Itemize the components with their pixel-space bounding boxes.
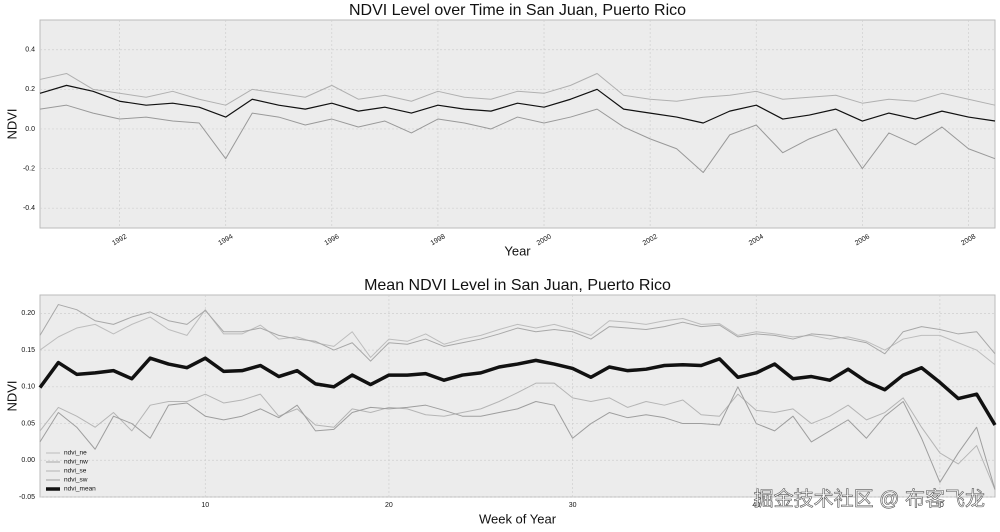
plot-area: [39, 294, 996, 498]
y-tick-label: 0.0: [25, 126, 35, 133]
y-tick-label: 0.05: [21, 420, 35, 427]
legend-label: ndvi_nw: [64, 459, 88, 466]
x-axis-label: Year: [504, 243, 531, 258]
series-line: [39, 72, 996, 106]
series-line: [39, 386, 996, 490]
y-tick-label: 0.10: [21, 384, 35, 391]
x-tick-label: 1996: [323, 233, 340, 247]
series-line: [39, 382, 996, 490]
y-tick-label: 0.15: [21, 347, 35, 354]
watermark: 掘金技术社区 @ 布客飞龙: [754, 487, 985, 510]
y-tick-label: -0.2: [23, 165, 35, 172]
y-axis-label: NDVI: [4, 108, 19, 139]
y-tick-label: 0.00: [21, 457, 35, 464]
x-tick-label: 20: [385, 502, 393, 509]
y-axis-label: NDVI: [4, 380, 19, 411]
y-tick-label: -0.4: [23, 205, 35, 212]
x-tick-label: 2002: [642, 233, 659, 247]
x-tick-label: 2008: [960, 233, 977, 247]
x-tick-label: 30: [569, 502, 577, 509]
y-tick-label: -0.05: [19, 494, 35, 501]
x-tick-label: 2004: [748, 233, 765, 247]
series-line: [39, 104, 996, 174]
chart-title: Mean NDVI Level in San Juan, Puerto Rico: [364, 277, 671, 294]
series-line: [39, 304, 996, 362]
series-line: [38, 356, 997, 426]
x-tick-label: 1992: [111, 233, 128, 247]
x-tick-label: 2000: [536, 233, 553, 247]
series-line: [39, 309, 996, 366]
x-tick-label: 1994: [217, 233, 234, 247]
x-tick-label: 40: [752, 502, 760, 509]
legend-label: ndvi_ne: [64, 450, 87, 457]
legend-label: ndvi_sw: [64, 477, 88, 484]
y-tick-label: 0.20: [21, 310, 35, 317]
x-tick-label: 1998: [430, 233, 447, 247]
legend-label: ndvi_se: [64, 468, 87, 475]
x-tick-label: 2006: [854, 233, 871, 247]
chart-title: NDVI Level over Time in San Juan, Puerto…: [349, 2, 686, 19]
series-line: [39, 84, 996, 124]
x-tick-label: 50: [936, 502, 944, 509]
y-tick-label: 0.4: [25, 47, 35, 54]
x-tick-label: 10: [201, 502, 209, 509]
x-axis-label: Week of Year: [479, 511, 557, 526]
plot-area: [39, 19, 996, 229]
y-tick-label: 0.2: [25, 86, 35, 93]
legend-label: ndvi_mean: [64, 486, 96, 493]
